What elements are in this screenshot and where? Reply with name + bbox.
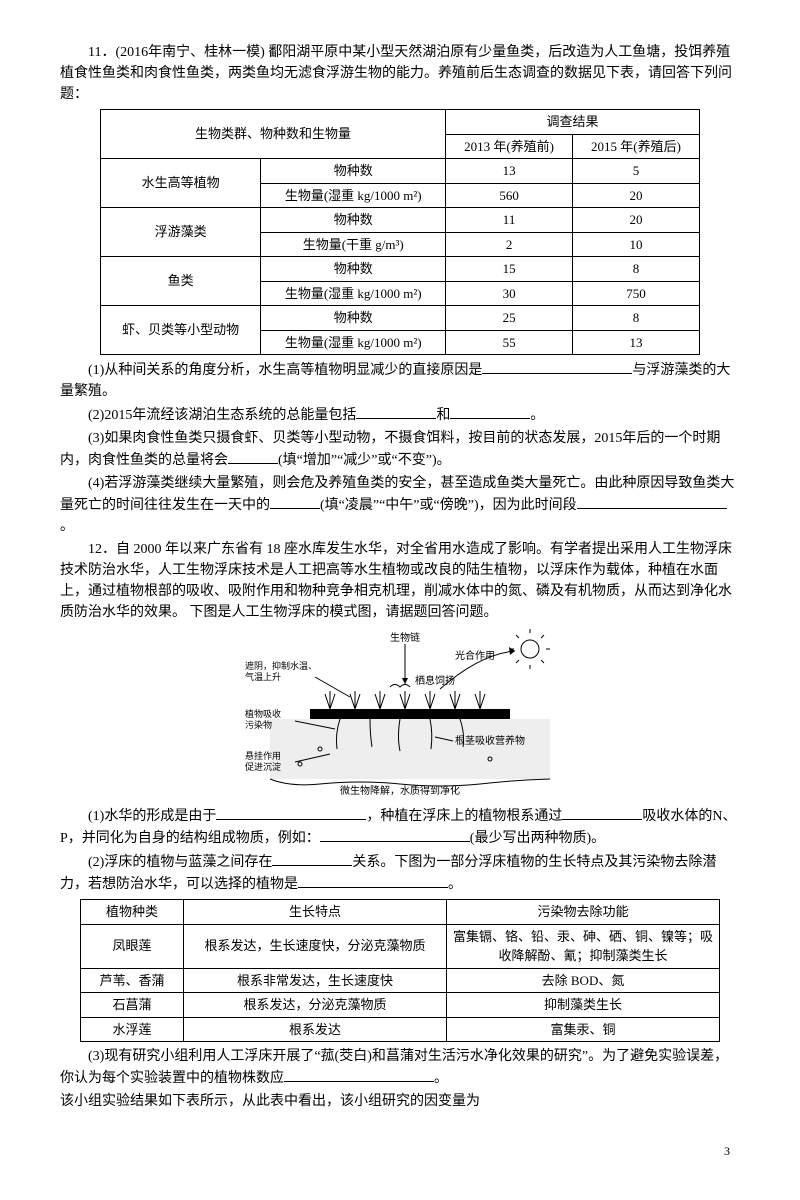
blank — [482, 359, 632, 374]
page-number: 3 — [60, 1142, 740, 1160]
t1-header-left: 生物类群、物种数和生物量 — [101, 110, 446, 159]
blank — [450, 404, 530, 419]
t1-val: 55 — [446, 330, 573, 355]
t1-year-after: 2015 年(养殖后) — [573, 134, 700, 159]
q11-p2c: 。 — [530, 408, 544, 423]
lakebed — [270, 779, 550, 786]
t2-feature: 根系发达，生长速度快，分泌克藻物质 — [184, 924, 447, 968]
t1-val: 8 — [573, 306, 700, 331]
q12-p2a: (2)浮床的植物与蓝藻之间存在 — [88, 855, 272, 870]
q11-p4: (4)若浮游藻类继续大量繁殖，则会危及养殖鱼类的安全，甚至造成鱼类大量死亡。由此… — [60, 473, 740, 537]
q11-p1: (1)从种间关系的角度分析，水生高等植物明显减少的直接原因是与浮游藻类的大量繁殖… — [60, 359, 740, 402]
t1-metric: 生物量(湿重 kg/1000 m²) — [261, 281, 446, 306]
q12-p3b: 。 — [434, 1071, 448, 1086]
t1-group: 虾、贝类等小型动物 — [101, 306, 261, 355]
bird-icon — [390, 685, 410, 688]
t1-year-before: 2013 年(养殖前) — [446, 134, 573, 159]
blank — [284, 1067, 434, 1082]
t1-group: 浮游藻类 — [101, 208, 261, 257]
t2-feature: 根系非常发达，生长速度快 — [184, 968, 447, 993]
blank — [216, 805, 366, 820]
t1-metric: 物种数 — [261, 306, 446, 331]
t1-metric: 物种数 — [261, 159, 446, 184]
q12-p2c: 。 — [448, 877, 462, 892]
blank — [272, 851, 352, 866]
t1-metric: 物种数 — [261, 208, 446, 233]
sun-icon — [510, 629, 550, 669]
t2-h1: 植物种类 — [81, 900, 184, 925]
t1-val: 13 — [573, 330, 700, 355]
blank — [298, 873, 448, 888]
t1-group: 鱼类 — [101, 257, 261, 306]
t1-val: 11 — [446, 208, 573, 233]
q12-p1: (1)水华的形成是由于，种植在浮床上的植物根系通过吸收水体的N、P，并同化为自身… — [60, 805, 740, 849]
q11-p4b: (填“凌晨”“中午”或“傍晚”)，因为此时间段 — [320, 498, 577, 513]
t1-group: 水生高等植物 — [101, 159, 261, 208]
t1-val: 5 — [573, 159, 700, 184]
t1-val: 2 — [446, 232, 573, 257]
q12-p1a: (1)水华的形成是由于 — [88, 809, 216, 824]
q11-p2b: 和 — [436, 408, 450, 423]
t2-func: 富集镉、铬、铅、汞、砷、硒、铜、镍等；吸收降解酚、氰；抑制藻类生长 — [447, 924, 720, 968]
water — [270, 719, 550, 779]
t2-h3: 污染物去除功能 — [447, 900, 720, 925]
q11-p2: (2)2015年流经该湖泊生态系统的总能量包括 和 。 — [60, 404, 740, 426]
label-chain: 生物链 — [390, 631, 420, 644]
blank — [577, 494, 727, 509]
q12-p2: (2)浮床的植物与蓝藻之间存在关系。下图为一部分浮床植物的生长特点及其污染物去除… — [60, 851, 740, 895]
t2-feature: 根系发达 — [184, 1017, 447, 1042]
t1-val: 20 — [573, 208, 700, 233]
t1-val: 560 — [446, 183, 573, 208]
t1-val: 20 — [573, 183, 700, 208]
plants — [325, 691, 485, 709]
t1-metric: 生物量(湿重 kg/1000 m²) — [261, 330, 446, 355]
floating-bed — [310, 709, 510, 719]
q12-intro: 12．自 2000 年以来广东省有 18 座水库发生水华，对全省用水造成了影响。… — [60, 539, 740, 623]
blank — [562, 805, 642, 820]
label-photo: 光合作用 — [455, 649, 495, 662]
t1-metric: 生物量(湿重 kg/1000 m²) — [261, 183, 446, 208]
q11-table: 生物类群、物种数和生物量 调查结果 2013 年(养殖前) 2015 年(养殖后… — [100, 109, 700, 355]
q12-p3: (3)现有研究小组利用人工浮床开展了“菰(茭白)和菖蒲对生活污水净化效果的研究”… — [60, 1046, 740, 1089]
q12-p3c: 该小组实验结果如下表所示，从此表中看出，该小组研究的因变量为 — [60, 1091, 740, 1112]
t1-val: 30 — [446, 281, 573, 306]
t1-metric: 生物量(干重 g/m³) — [261, 232, 446, 257]
t1-header-result: 调查结果 — [446, 110, 700, 135]
q11-p3: (3)如果肉食性鱼类只摄食虾、贝类等小型动物，不摄食饵料，按目前的状态发展，20… — [60, 428, 740, 471]
blank — [228, 449, 278, 464]
t1-val: 8 — [573, 257, 700, 282]
t2-plant: 芦苇、香蒲 — [81, 968, 184, 993]
label-shade: 遮阴，抑制水温、 气温上升 — [245, 660, 319, 682]
q12-table: 植物种类 生长特点 污染物去除功能 凤眼莲 根系发达，生长速度快，分泌克藻物质 … — [80, 899, 720, 1042]
t1-val: 15 — [446, 257, 573, 282]
q11-p3b: (填“增加”“减少”或“不变”)。 — [278, 453, 451, 468]
t2-plant: 石菖蒲 — [81, 993, 184, 1018]
t2-func: 富集汞、铜 — [447, 1017, 720, 1042]
label-habitat: 栖息饲扬 — [415, 674, 455, 687]
q11-p2a: (2)2015年流经该湖泊生态系统的总能量包括 — [88, 408, 356, 423]
t1-val: 13 — [446, 159, 573, 184]
t2-plant: 水浮莲 — [81, 1017, 184, 1042]
label-microbe: 微生物降解，水质得到净化 — [340, 784, 460, 797]
blank — [320, 827, 470, 842]
q11-intro: 11．(2016年南宁、桂林一模) 鄱阳湖平原中某小型天然湖泊原有少量鱼类，后改… — [60, 42, 740, 105]
label-root: 根茎吸收营养物 — [455, 734, 525, 747]
q12-p1d: (最少写出两种物质)。 — [470, 831, 605, 846]
q12-p1b: ，种植在浮床上的植物根系通过 — [366, 809, 562, 824]
blank — [270, 494, 320, 509]
t2-func: 抑制藻类生长 — [447, 993, 720, 1018]
q11-p1a: (1)从种间关系的角度分析，水生高等植物明显减少的直接原因是 — [88, 363, 482, 378]
q12-figure: 光合作用 生物链 遮阴，抑制水温、 气温上升 栖息饲扬 植物吸收 污染物 — [60, 629, 740, 799]
q11-p4c: 。 — [60, 519, 74, 534]
t1-val: 750 — [573, 281, 700, 306]
t1-metric: 物种数 — [261, 257, 446, 282]
t2-plant: 凤眼莲 — [81, 924, 184, 968]
t2-func: 去除 BOD、氮 — [447, 968, 720, 993]
t2-feature: 根系发达，分泌克藻物质 — [184, 993, 447, 1018]
t1-val: 25 — [446, 306, 573, 331]
t2-h2: 生长特点 — [184, 900, 447, 925]
t1-val: 10 — [573, 232, 700, 257]
blank — [356, 404, 436, 419]
